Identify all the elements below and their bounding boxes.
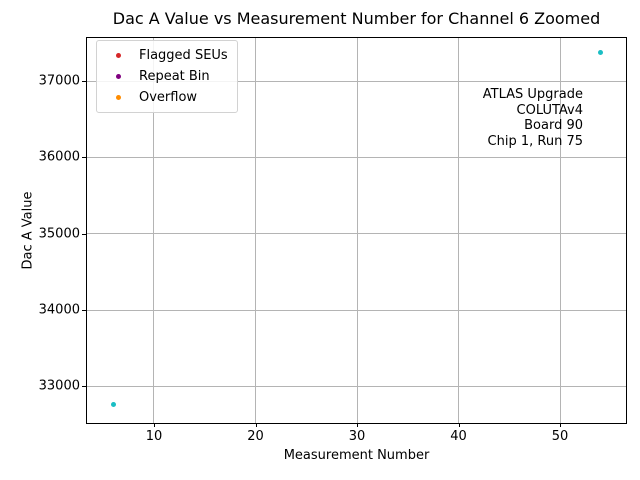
annotation-line: Board 90 <box>524 118 583 133</box>
legend-label: Repeat Bin <box>139 69 210 84</box>
gridline-vertical <box>458 38 459 423</box>
legend-items: Flagged SEUs Repeat Bin Overflow <box>105 45 229 108</box>
legend-entry: Repeat Bin <box>105 66 229 87</box>
legend-entry: Overflow <box>105 87 229 108</box>
plot-area: ATLAS Upgrade COLUTAv4 Board 90 Chip 1, Run… <box>86 37 627 424</box>
chart-title: Dac A Value vs Measurement Number for Ch… <box>112 9 601 28</box>
x-tick-mark <box>153 423 155 427</box>
scatter-point <box>598 50 604 56</box>
annotation-line: Chip 1, Run 75 <box>487 133 583 149</box>
x-tick-mark <box>458 423 460 427</box>
gridline-horizontal <box>87 156 626 158</box>
x-tick-label: 40 <box>450 429 467 444</box>
legend-marker-icon <box>105 95 131 100</box>
y-tick-label: 35000 <box>38 226 80 242</box>
legend-marker-icon <box>105 53 131 58</box>
gridline-vertical <box>255 38 256 423</box>
legend: Flagged SEUs Repeat Bin Overflow <box>96 40 238 113</box>
annotation-line: ATLAS Upgrade <box>482 87 583 102</box>
gridline-horizontal <box>87 309 626 311</box>
y-tick-mark <box>82 386 86 388</box>
y-tick-label: 37000 <box>38 73 80 89</box>
y-tick-mark <box>82 233 86 235</box>
y-tick-label: 33000 <box>38 378 80 394</box>
x-axis-label: Measurement Number <box>283 448 430 463</box>
gridline-vertical <box>559 38 561 423</box>
x-tick-mark <box>357 423 358 427</box>
y-tick-label: 36000 <box>38 149 80 165</box>
y-tick-label: 34000 <box>38 302 80 318</box>
gridline-horizontal <box>87 80 626 82</box>
x-tick-label: 20 <box>247 429 264 444</box>
y-axis-label: Dac A Value <box>20 191 36 270</box>
legend-label: Flagged SEUs <box>139 48 228 63</box>
y-tick-mark <box>82 157 86 159</box>
x-tick-label: 50 <box>551 429 569 444</box>
x-tick-mark <box>560 423 562 427</box>
legend-entry: Flagged SEUs <box>105 45 229 66</box>
y-tick-mark <box>82 310 86 312</box>
scatter-point <box>110 401 116 407</box>
x-tick-label: 10 <box>145 429 163 444</box>
annotation-line: COLUTAv4 <box>516 102 583 118</box>
legend-label: Overflow <box>139 90 198 105</box>
x-tick-label: 30 <box>348 429 366 444</box>
y-tick-mark <box>82 81 86 83</box>
legend-marker-icon <box>105 74 131 79</box>
gridline-vertical <box>153 38 155 423</box>
x-tick-mark <box>255 423 257 427</box>
gridline-horizontal <box>87 385 626 387</box>
gridline-horizontal <box>87 233 626 235</box>
gridline-vertical <box>356 38 358 423</box>
annotation-text: ATLAS Upgrade COLUTAv4 Board 90 Chip 1, Run… <box>483 87 583 149</box>
